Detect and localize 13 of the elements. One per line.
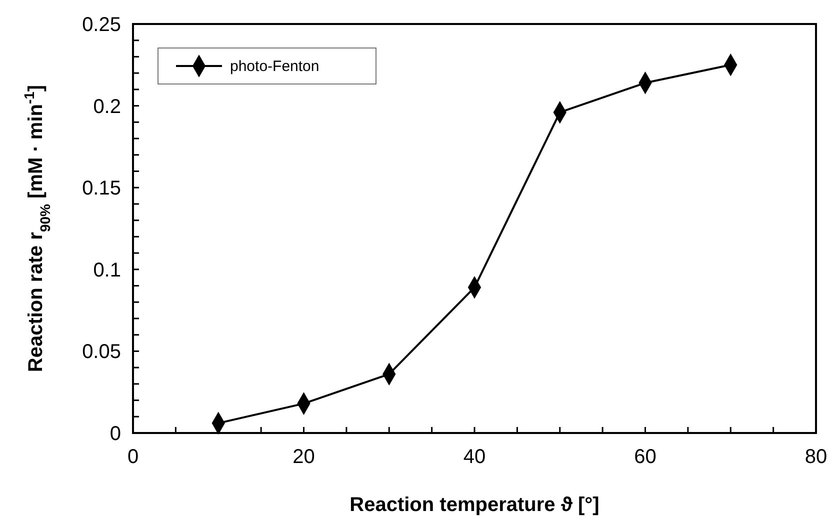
x-tick-label: 60	[634, 446, 656, 468]
y-tick-label: 0.2	[93, 96, 121, 118]
x-tick-label: 40	[463, 446, 486, 468]
y-tick-label: 0.1	[93, 259, 121, 282]
legend-label: photo-Fenton	[230, 58, 320, 75]
y-tick-label: 0.25	[82, 14, 121, 36]
x-tick-label: 20	[292, 446, 315, 468]
x-tick-label: 0	[127, 446, 139, 468]
y-tick-label: 0	[110, 423, 121, 445]
y-tick-label: 0.15	[82, 178, 121, 200]
x-tick-label: 80	[804, 446, 828, 468]
x-axis-title: Reaction temperature ϑ [°]	[350, 494, 600, 516]
y-tick-label: 0.05	[82, 341, 121, 364]
